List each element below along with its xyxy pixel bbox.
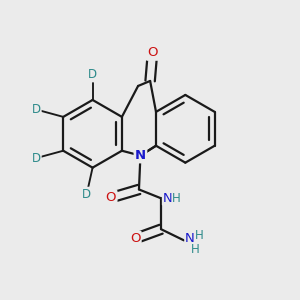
Text: N: N [185,232,195,245]
Text: O: O [147,46,158,59]
Text: H: H [190,243,199,256]
Text: H: H [172,192,181,205]
Text: D: D [88,68,97,81]
Text: D: D [32,103,41,116]
Text: O: O [106,191,116,204]
Text: H: H [195,230,204,242]
Text: O: O [130,232,140,245]
Text: D: D [82,188,91,201]
Text: N: N [135,149,146,162]
Text: D: D [32,152,41,165]
Text: N: N [163,192,172,205]
